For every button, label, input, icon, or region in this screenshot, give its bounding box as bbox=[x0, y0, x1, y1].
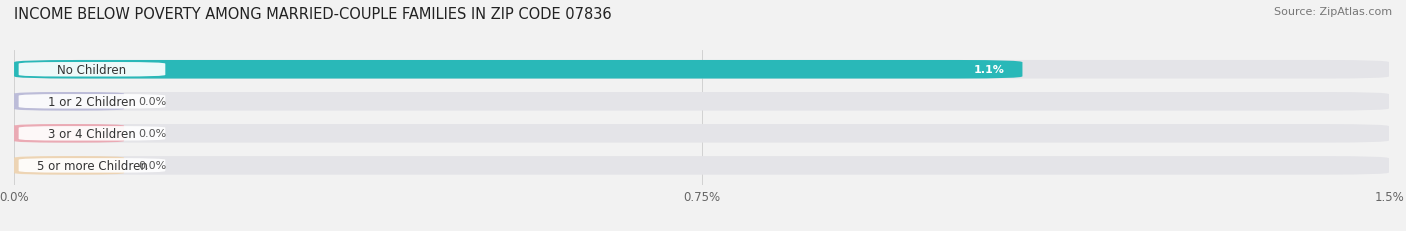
Text: 1.1%: 1.1% bbox=[973, 65, 1004, 75]
Text: 5 or more Children: 5 or more Children bbox=[37, 159, 148, 172]
FancyBboxPatch shape bbox=[18, 63, 166, 77]
FancyBboxPatch shape bbox=[14, 125, 124, 143]
Text: 0.0%: 0.0% bbox=[138, 161, 166, 171]
FancyBboxPatch shape bbox=[14, 156, 1389, 175]
Text: 0.0%: 0.0% bbox=[138, 129, 166, 139]
FancyBboxPatch shape bbox=[14, 156, 124, 175]
FancyBboxPatch shape bbox=[14, 125, 1389, 143]
FancyBboxPatch shape bbox=[14, 61, 1389, 79]
FancyBboxPatch shape bbox=[14, 61, 1022, 79]
Text: INCOME BELOW POVERTY AMONG MARRIED-COUPLE FAMILIES IN ZIP CODE 07836: INCOME BELOW POVERTY AMONG MARRIED-COUPL… bbox=[14, 7, 612, 22]
Text: No Children: No Children bbox=[58, 64, 127, 76]
FancyBboxPatch shape bbox=[18, 127, 166, 141]
Text: 0.0%: 0.0% bbox=[138, 97, 166, 107]
FancyBboxPatch shape bbox=[18, 158, 166, 173]
FancyBboxPatch shape bbox=[18, 95, 166, 109]
Text: Source: ZipAtlas.com: Source: ZipAtlas.com bbox=[1274, 7, 1392, 17]
FancyBboxPatch shape bbox=[14, 93, 124, 111]
Text: 1 or 2 Children: 1 or 2 Children bbox=[48, 95, 136, 108]
Text: 3 or 4 Children: 3 or 4 Children bbox=[48, 127, 136, 140]
FancyBboxPatch shape bbox=[14, 93, 1389, 111]
